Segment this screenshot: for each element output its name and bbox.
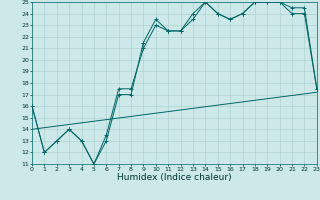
X-axis label: Humidex (Indice chaleur): Humidex (Indice chaleur) (117, 173, 232, 182)
